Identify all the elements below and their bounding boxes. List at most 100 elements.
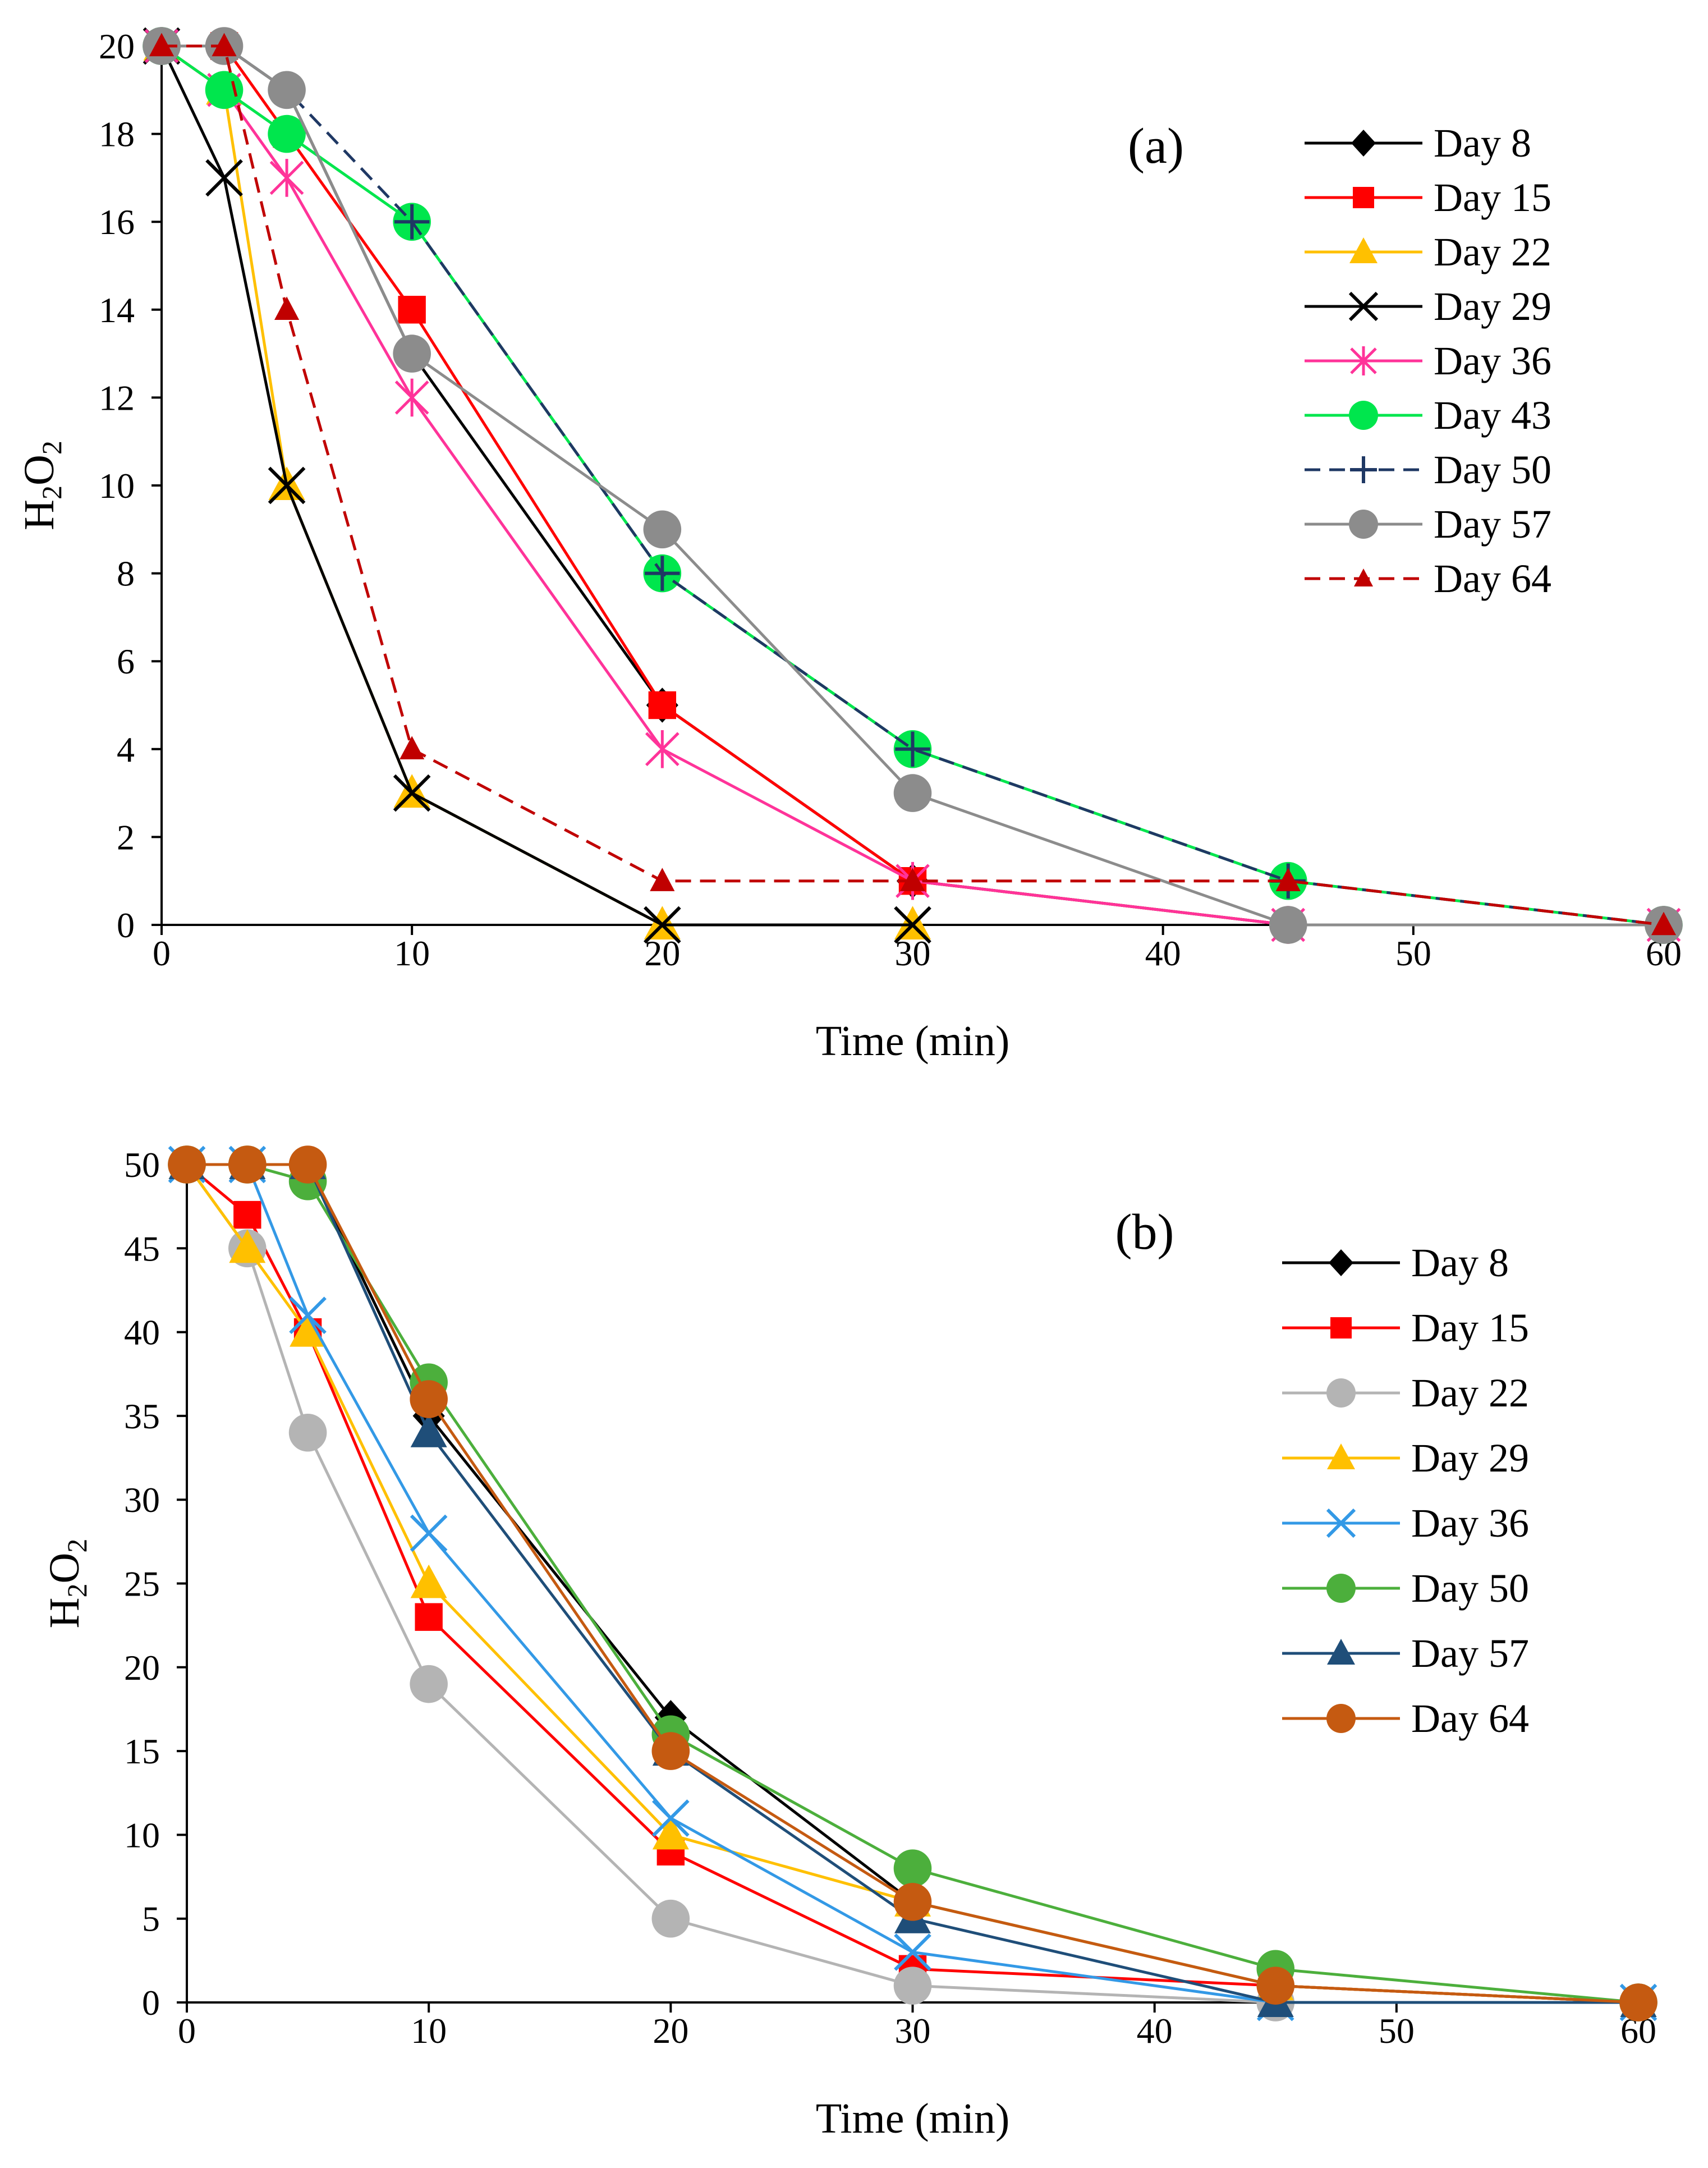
legend-label: Day 50 — [1411, 1566, 1529, 1611]
legend-label: Day 29 — [1434, 284, 1551, 329]
legend-label: Day 15 — [1411, 1305, 1529, 1350]
data-point — [644, 906, 681, 944]
data-point — [290, 1313, 327, 1347]
legend-label: Day 15 — [1434, 175, 1551, 220]
x-tick-label: 0 — [178, 2011, 196, 2051]
data-point — [893, 774, 932, 812]
data-point — [228, 1145, 267, 1184]
data-point — [274, 296, 300, 320]
x-axis-title: Time (min) — [816, 1017, 1010, 1065]
data-point — [212, 33, 237, 57]
legend-label: Day 8 — [1411, 1240, 1509, 1285]
y-tick-label: 2 — [117, 817, 135, 857]
x-tick-label: 40 — [1145, 933, 1181, 973]
y-tick-label: 20 — [124, 1648, 160, 1688]
x-tick-label: 10 — [394, 933, 430, 973]
data-point — [398, 296, 426, 324]
data-point — [893, 1849, 932, 1887]
legend-label: Day 36 — [1434, 338, 1551, 383]
series-day-64 — [149, 33, 1677, 936]
y-tick-label: 10 — [124, 1815, 160, 1855]
data-point — [288, 1145, 327, 1184]
legend-marker — [1349, 237, 1378, 263]
data-point — [1256, 1967, 1295, 2005]
data-point — [1651, 911, 1677, 936]
data-point — [893, 1967, 932, 2005]
data-point — [648, 691, 677, 719]
y-tick-label: 12 — [99, 378, 135, 418]
legend-label: Day 57 — [1411, 1631, 1529, 1676]
legend-label: Day 64 — [1434, 556, 1551, 601]
y-tick-label: 15 — [124, 1731, 160, 1771]
x-tick-label: 20 — [653, 2011, 688, 2051]
legend: Day 8 Day 15 Day 22 Day 29 Day 36 Day 50 Day 5… — [1282, 1240, 1529, 1741]
legend-marker — [1326, 1378, 1356, 1408]
legend-label: Day 22 — [1411, 1371, 1529, 1415]
data-point — [650, 868, 675, 891]
y-tick-label: 20 — [99, 26, 135, 66]
legend-marker — [1349, 401, 1378, 430]
x-tick-label: 20 — [644, 933, 680, 973]
series-line — [187, 1163, 1638, 2004]
data-point — [269, 159, 304, 197]
y-tick-label: 25 — [124, 1564, 160, 1604]
data-point — [410, 1564, 447, 1598]
data-point — [410, 1514, 448, 1552]
legend-marker — [1353, 187, 1374, 208]
data-point — [393, 774, 431, 812]
y-tick-label: 0 — [117, 905, 135, 945]
data-point — [394, 378, 429, 417]
series-day-22 — [143, 27, 931, 939]
legend-label: Day 57 — [1434, 502, 1551, 547]
legend-marker — [1326, 1574, 1356, 1603]
data-point — [652, 1799, 690, 1837]
y-tick-label: 50 — [124, 1145, 160, 1185]
data-point — [229, 1229, 266, 1263]
legend-marker — [1326, 1704, 1356, 1733]
data-point — [415, 1603, 443, 1631]
data-point — [643, 510, 682, 549]
y-axis-title: H2O2 — [41, 1539, 93, 1629]
y-tick-label: 4 — [117, 730, 135, 769]
legend-label: Day 29 — [1411, 1436, 1529, 1481]
data-point — [645, 730, 679, 768]
legend-marker — [1330, 1317, 1352, 1339]
data-point — [268, 114, 306, 153]
legend-marker — [1350, 456, 1377, 483]
legend-marker — [1349, 510, 1378, 539]
data-point — [1275, 868, 1301, 891]
x-tick-label: 50 — [1395, 933, 1431, 973]
y-tick-label: 14 — [99, 290, 135, 330]
data-point — [1619, 1983, 1658, 2022]
data-point — [394, 204, 430, 240]
data-point — [233, 1200, 261, 1229]
panel-label: (b) — [1115, 1204, 1174, 1260]
legend-label: Day 22 — [1434, 230, 1551, 274]
x-tick-label: 30 — [895, 2011, 931, 2051]
x-axis-title: Time (min) — [816, 2095, 1010, 2142]
x-tick-label: 50 — [1379, 2011, 1415, 2051]
data-point — [400, 736, 425, 759]
data-point — [288, 1413, 327, 1452]
data-point — [393, 334, 431, 373]
legend-marker — [1351, 130, 1376, 157]
data-point — [410, 1413, 447, 1447]
y-tick-label: 16 — [99, 202, 135, 242]
y-tick-label: 30 — [124, 1480, 160, 1520]
legend-marker — [1326, 1508, 1356, 1538]
data-point — [410, 1380, 448, 1418]
data-point — [652, 1816, 689, 1850]
legend-marker — [1354, 569, 1373, 586]
series-line — [160, 44, 913, 927]
x-tick-label: 30 — [895, 933, 931, 973]
series-day-64 — [168, 1145, 1658, 2022]
data-point — [168, 1145, 206, 1184]
data-point — [651, 1899, 690, 1938]
y-tick-label: 0 — [142, 1983, 160, 2023]
y-tick-label: 6 — [117, 641, 135, 681]
legend: Day 8 Day 15 Day 22 Day 29 Day 36 Day 43 Day 5… — [1305, 121, 1551, 601]
data-point — [410, 1665, 448, 1703]
